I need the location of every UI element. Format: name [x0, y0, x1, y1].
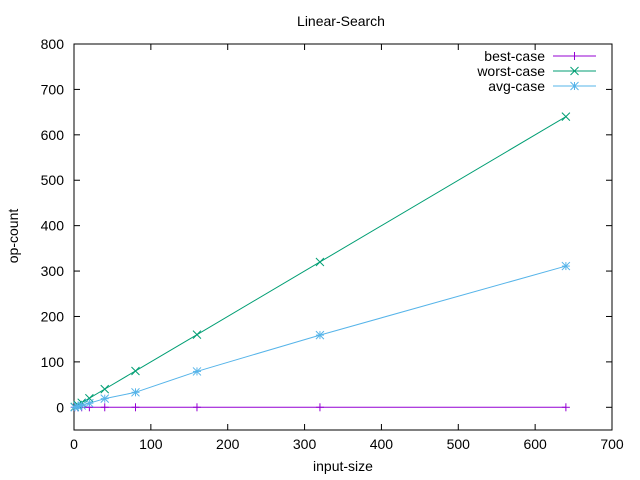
- x-tick-label: 0: [70, 436, 78, 452]
- y-tick-label: 500: [41, 172, 65, 188]
- data-point: [85, 398, 94, 408]
- x-tick-label: 200: [216, 436, 240, 452]
- data-point: [131, 366, 140, 376]
- data-point: [131, 403, 140, 412]
- legend-marker: [570, 81, 579, 91]
- y-tick-label: 600: [41, 127, 65, 143]
- y-tick-label: 300: [41, 263, 65, 279]
- y-tick-label: 800: [41, 36, 65, 52]
- series-avg-case: [70, 261, 571, 412]
- y-tick-label: 0: [56, 399, 64, 415]
- x-tick-label: 100: [139, 436, 163, 452]
- data-point: [192, 403, 201, 412]
- data-point: [100, 384, 110, 394]
- data-point: [315, 403, 324, 412]
- data-point: [315, 330, 325, 340]
- data-point: [100, 403, 109, 412]
- data-point: [192, 367, 202, 376]
- x-tick-label: 600: [523, 436, 547, 452]
- chart-title: Linear-Search: [297, 13, 385, 29]
- axes: 0 100 200 300 400 500 600 700 0 100 200 300 400 500 60…: [41, 36, 624, 452]
- series-best-case: [70, 403, 570, 412]
- data-point: [192, 330, 202, 339]
- x-tick-label: 300: [293, 436, 317, 452]
- series-worst-case: [70, 112, 571, 412]
- legend-marker: [570, 66, 579, 76]
- y-tick-label: 400: [41, 218, 65, 234]
- data-point: [100, 394, 110, 404]
- data-point: [561, 112, 571, 122]
- legend-label: best-case: [484, 48, 545, 64]
- data-point: [77, 401, 87, 410]
- legend-label: worst-case: [476, 63, 545, 79]
- data-point: [561, 261, 571, 271]
- y-tick-label: 700: [41, 81, 65, 97]
- x-tick-label: 400: [370, 436, 394, 452]
- plot-border: [73, 43, 613, 431]
- data-point: [315, 257, 325, 267]
- legend-label: avg-case: [488, 78, 545, 94]
- y-tick-label: 200: [41, 308, 65, 324]
- data-point: [131, 387, 140, 397]
- y-tick-label: 100: [41, 354, 65, 370]
- data-point: [561, 403, 570, 412]
- y-axis-label: op-count: [5, 209, 21, 264]
- legend-marker: [570, 52, 579, 60]
- series-layer: [70, 112, 571, 412]
- x-axis-label: input-size: [313, 458, 373, 474]
- x-tick-label: 700: [600, 436, 624, 452]
- x-tick-label: 500: [447, 436, 471, 452]
